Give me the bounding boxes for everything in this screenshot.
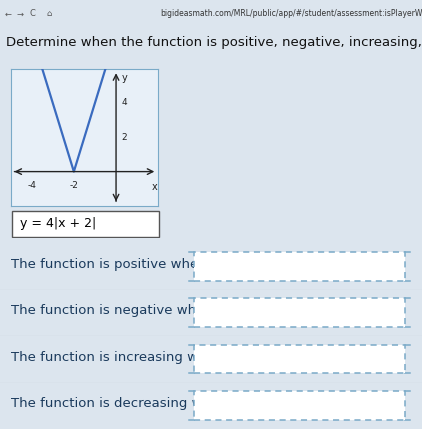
Text: -4: -4: [27, 181, 36, 190]
Text: y: y: [122, 73, 127, 83]
FancyBboxPatch shape: [194, 298, 405, 327]
Text: y = 4|x + 2|: y = 4|x + 2|: [20, 217, 96, 230]
Text: bigideasmath.com/MRL/public/app/#/student/assessment:isPlayerWindow=tru: bigideasmath.com/MRL/public/app/#/studen…: [160, 9, 422, 18]
FancyBboxPatch shape: [194, 252, 405, 281]
Text: Determine when the function is positive, negative, increasing, or decreasing: Determine when the function is positive,…: [6, 36, 422, 48]
Text: ←: ←: [4, 9, 11, 18]
FancyBboxPatch shape: [194, 344, 405, 373]
Text: 2: 2: [122, 133, 127, 142]
Text: The function is increasing when: The function is increasing when: [11, 350, 223, 364]
FancyBboxPatch shape: [194, 391, 405, 420]
Text: The function is decreasing when: The function is decreasing when: [11, 397, 227, 410]
Text: →: →: [17, 9, 24, 18]
Text: ⌂: ⌂: [46, 9, 52, 18]
Text: The function is positive when: The function is positive when: [11, 258, 206, 271]
Text: The function is negative when: The function is negative when: [11, 304, 212, 317]
Bar: [12, 211, 160, 237]
Text: C: C: [30, 9, 35, 18]
Text: x: x: [152, 182, 158, 192]
Text: -2: -2: [69, 181, 78, 190]
Text: 4: 4: [122, 99, 127, 107]
